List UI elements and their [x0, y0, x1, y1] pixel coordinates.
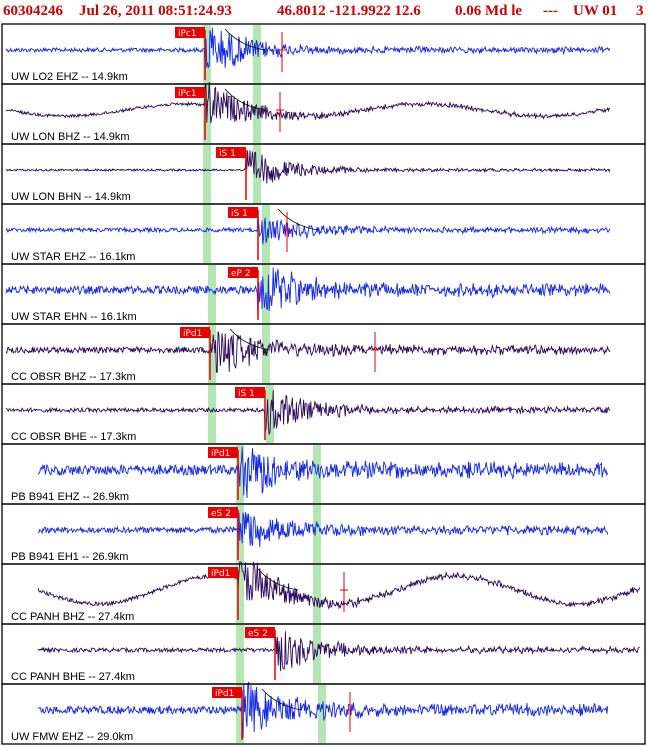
time-window-band	[203, 145, 211, 203]
trace-panel: iS 1 UW LON BHN -- 14.9km	[1, 143, 646, 205]
pick-label: eP 2	[231, 269, 251, 279]
pick-label-box	[208, 567, 238, 578]
time-window-band	[208, 265, 216, 323]
coda-curve	[261, 688, 303, 711]
time-window-band	[313, 505, 321, 563]
station-label: UW LON BHN -- 14.9km	[11, 191, 131, 203]
trace-panel: iS 1 CC OBSR BHE -- 17.3km	[1, 383, 646, 445]
trace-panel: iPc1 UW LON BHZ -- 14.9km	[1, 81, 646, 145]
station-label: CC PANH BHZ -- 27.4km	[11, 611, 134, 623]
pick-label: iPc1	[178, 29, 197, 39]
event-count: 3	[636, 3, 644, 19]
coda-curve	[257, 568, 299, 591]
time-window-band	[236, 565, 244, 623]
time-window-band	[262, 325, 270, 383]
event-location: 46.8012 -121.9922 12.6	[277, 3, 421, 19]
waveform-trace	[5, 390, 611, 436]
time-window-band	[208, 325, 216, 383]
time-window-band	[236, 685, 244, 743]
station-label: PB B941 EHZ -- 26.9km	[11, 491, 129, 503]
pick-label: iPd1	[211, 569, 230, 579]
waveform-trace	[37, 446, 609, 499]
station-label: PB B941 EH1 -- 26.9km	[11, 551, 128, 563]
time-window-band	[236, 625, 244, 683]
pick-label: iPd1	[211, 449, 230, 459]
trace-panel: iPd1 CC PANH BHZ -- 27.4km	[1, 561, 646, 625]
station-label: UW FMW EHZ -- 29.0km	[11, 731, 133, 743]
pick-label-box	[228, 207, 258, 218]
event-datetime: Jul 26, 2011 08:51:24.93	[79, 3, 232, 19]
event-separator: ---	[543, 3, 558, 19]
coda-curve	[277, 208, 319, 231]
station-label: UW LO2 EHZ -- 14.9km	[11, 71, 128, 83]
time-window-band	[203, 205, 211, 263]
waveform-trace	[37, 631, 640, 672]
waveform-trace	[5, 267, 611, 319]
network-tag: UW 01	[573, 3, 618, 19]
pick-label: iS 1	[238, 389, 255, 399]
time-window-band	[253, 25, 261, 83]
station-label: CC OBSR BHZ -- 17.3km	[11, 371, 136, 383]
trace-panel: eP 2 UW STAR EHN -- 16.1km	[1, 263, 646, 325]
trace-panel: iPc1 UW LO2 EHZ -- 14.9km	[1, 23, 646, 85]
waveform-trace	[5, 215, 611, 245]
coda-curve	[224, 28, 266, 51]
time-window-band	[318, 685, 326, 743]
trace-panel: eS 2 PB B941 EH1 -- 26.9km	[1, 503, 646, 565]
waveform-trace	[37, 561, 641, 610]
pick-label: iPc1	[178, 89, 197, 99]
pick-label-box	[175, 27, 205, 38]
time-window-band	[253, 85, 261, 143]
station-label: CC PANH BHE -- 27.4km	[11, 671, 135, 683]
time-window-band	[208, 385, 216, 443]
pick-label: eS 2	[248, 629, 268, 639]
trace-panel-border	[1, 683, 646, 745]
station-label: UW LON BHZ -- 14.9km	[11, 131, 130, 143]
pick-label-box	[216, 147, 246, 158]
pick-label-box	[175, 87, 205, 98]
waveform-trace	[37, 511, 609, 548]
trace-panel: iS 1 UW STAR EHZ -- 16.1km	[1, 203, 646, 265]
time-window-band	[203, 25, 211, 83]
trace-panel: eS 2 CC PANH BHE -- 27.4km	[1, 623, 646, 685]
coda-curve	[229, 328, 271, 351]
time-window-band	[266, 385, 274, 443]
pick-label: eS 2	[211, 509, 231, 519]
station-label: UW STAR EHN -- 16.1km	[11, 311, 137, 323]
pick-label-box	[180, 327, 210, 338]
event-header: 60304246 Jul 26, 2011 08:51:24.93 46.801…	[0, 0, 648, 22]
pick-label-box	[235, 387, 265, 398]
pick-label-box	[245, 627, 275, 638]
coda-curve	[224, 88, 266, 111]
station-label: CC OBSR BHE -- 17.3km	[11, 431, 136, 443]
trace-panel: iPd1 PB B941 EHZ -- 26.9km	[1, 443, 646, 505]
pick-label-box	[208, 507, 238, 518]
time-window-band	[313, 565, 321, 623]
pick-label-box	[212, 687, 242, 698]
pick-label: iPd1	[215, 689, 234, 699]
waveform-trace	[38, 681, 609, 739]
waveform-trace	[5, 331, 611, 373]
trace-panel: iPd1 CC OBSR BHZ -- 17.3km	[1, 323, 646, 385]
event-magnitude: 0.06 Md le	[455, 3, 523, 19]
trace-panel: iPd1 UW FMW EHZ -- 29.0km	[1, 681, 646, 745]
pick-label: iPd1	[183, 329, 202, 339]
event-id: 60304246	[3, 3, 63, 19]
pick-label: iS 1	[219, 149, 236, 159]
pick-label: iS 1	[231, 209, 248, 219]
waveform-trace	[5, 150, 611, 184]
waveform-trace	[5, 81, 611, 124]
waveform-trace	[5, 27, 611, 70]
station-label: UW STAR EHZ -- 16.1km	[11, 251, 135, 263]
pick-label-box	[228, 267, 258, 278]
pick-label-box	[208, 447, 238, 458]
